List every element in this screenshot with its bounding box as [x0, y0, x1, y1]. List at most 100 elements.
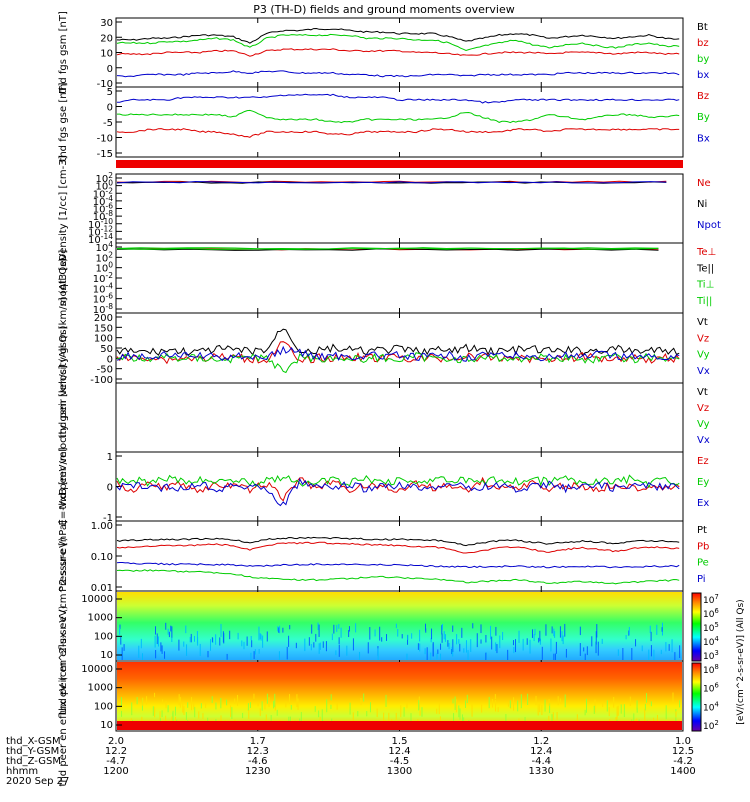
panel-peir_spectrogram: thd peir en eflux eV (cm^2-s-sr-eV) 10000… — [58, 537, 684, 715]
ephemeris-value: -4.5 — [390, 756, 410, 767]
legend-entry: Npot — [697, 220, 721, 231]
legend-entry: Bt — [697, 22, 708, 33]
separator-band — [116, 160, 683, 168]
legend-entry: Ey — [697, 477, 709, 488]
panel-frame — [115, 173, 684, 244]
legend-entry: Ex — [697, 498, 709, 509]
legend-entry: Ni — [697, 199, 707, 210]
series-line — [116, 562, 680, 569]
colorbar-tick-label: 106 — [703, 682, 719, 695]
legend-entry: Pi — [697, 574, 706, 585]
y-tick-label: 20 — [100, 33, 113, 44]
ephemeris-row-label: thd_X-GSM — [6, 736, 61, 747]
ephemeris-value: 12.3 — [247, 746, 269, 757]
legend-entry: Ti⊥ — [696, 280, 714, 291]
spectrogram-low-energy-band — [117, 721, 682, 730]
y-tick-label: 10-8 — [93, 209, 113, 224]
y-axis-label: thd peir velocity gsm [km/s] (All Qs) — [58, 258, 69, 439]
colorbar-scale — [691, 592, 702, 662]
ephemeris-row-label: thd_Z-GSM — [6, 756, 61, 767]
colorbar-tick-label: 106 — [703, 607, 719, 620]
colorbar-tick-label: 104 — [703, 700, 719, 713]
ephemeris-value: -4.2 — [673, 756, 693, 767]
series-line — [116, 27, 680, 44]
legend-entry: Vy — [697, 419, 710, 430]
series-line — [116, 345, 680, 362]
series-line — [116, 247, 659, 250]
legend-entry: Vz — [697, 333, 709, 344]
y-tick-label: 10-2 — [93, 186, 113, 201]
series-line — [116, 474, 680, 489]
ephemeris-value: 12.4 — [530, 746, 552, 757]
panel-peer_spectrogram: thd peer en eflux eV (cm^2-s-sr-eV) 10000… — [58, 605, 684, 786]
y-tick-label: -5 — [103, 118, 113, 129]
series-line — [116, 180, 667, 184]
y-tick-label: 5 — [107, 87, 113, 98]
legend-entry: Ti|| — [696, 296, 712, 307]
legend-entry: Bx — [697, 133, 710, 144]
ephemeris-value: 1.2 — [533, 736, 549, 747]
legend-entry: Te|| — [696, 263, 714, 274]
y-tick-label: 10-14 — [88, 232, 113, 247]
series-line — [116, 476, 680, 502]
y-tick-label: 100 — [94, 334, 113, 345]
panel-frame — [115, 312, 684, 384]
ephemeris-footer: thd_X-GSM thd_Y-GSM thd_Z-GSM hhmm 2.0 12.2 -4… — [4, 710, 704, 802]
series-line — [116, 128, 680, 138]
y-tick-label: 100 — [94, 631, 113, 642]
date-label: 2020 Sep 27 — [6, 776, 69, 787]
y-tick-label: 100 — [95, 260, 113, 275]
series-line — [116, 328, 680, 356]
ephemeris-value: 2.0 — [108, 736, 124, 747]
series-line — [116, 70, 680, 78]
panel-density: Density [1/cc] [cm-3] 10210010-210-410-61… — [58, 155, 721, 261]
y-tick-label: 0 — [107, 103, 113, 114]
ephemeris-value: -4.6 — [248, 756, 268, 767]
legend-entry: Pe — [697, 558, 709, 569]
y-tick-label: 10-8 — [93, 302, 113, 317]
colorbar-tick-label: 104 — [703, 635, 719, 648]
ephemeris-value: 12.2 — [105, 746, 127, 757]
series-line — [116, 352, 680, 374]
panel-efield: E=-VxB [mV/m] 1 0 -1 Ez Ey Ex — [58, 447, 709, 525]
series-line — [116, 33, 680, 52]
panel-peir_velocity: thd peir velocity gsm [km/s] (All Qs) 200… — [58, 258, 710, 439]
legend-entry: Vx — [697, 366, 710, 377]
y-axis-label: moqt3 [eV] — [58, 250, 69, 307]
ephemeris-table: thd_X-GSMthd_Y-GSMthd_Z-GSMhhmm2.012.2-4… — [6, 736, 696, 787]
ephemeris-value: 1200 — [103, 766, 128, 777]
y-tick-label: -100 — [90, 375, 113, 386]
y-tick-label: 0 — [107, 354, 113, 365]
y-tick-label: 0 — [107, 64, 113, 75]
series-line — [116, 48, 680, 57]
series-line — [117, 93, 680, 104]
y-tick-label: 1 — [107, 452, 113, 463]
colorbar-label: [eV/(cm^2-s-sr-eV)] (All Qs) — [736, 599, 746, 724]
y-tick-label: 102 — [95, 250, 113, 265]
y-tick-label: 10000 — [81, 594, 113, 605]
panel-frame — [115, 451, 684, 522]
y-tick-label: 10-6 — [93, 291, 113, 306]
colorbar-tick-label: 107 — [703, 593, 719, 606]
y-tick-label: -50 — [97, 365, 113, 376]
y-axis-label: E=-VxB [mV/m] — [58, 447, 69, 525]
ephemeris-value: -4.4 — [531, 756, 551, 767]
panel-frame — [115, 520, 684, 592]
colorbar-tick-label: 105 — [703, 621, 719, 634]
legend-entry: By — [697, 112, 710, 123]
legend-entry: by — [697, 54, 709, 65]
series-line — [116, 569, 680, 585]
y-tick-label: 10-2 — [93, 271, 113, 286]
y-axis-label: thd fgs gsm [nT] — [58, 11, 69, 94]
y-tick-label: 1.00 — [91, 521, 113, 532]
y-axis-label: thd fgs gse [nT] — [58, 82, 69, 161]
y-tick-label: 1000 — [88, 683, 113, 694]
legend-entry: Pt — [697, 525, 707, 536]
legend-entry: Vy — [697, 350, 710, 361]
spectrogram-fill — [117, 662, 682, 730]
y-tick-label: 10 — [100, 49, 113, 60]
colorbar-scale — [691, 662, 702, 732]
y-tick-label: 104 — [95, 240, 113, 255]
